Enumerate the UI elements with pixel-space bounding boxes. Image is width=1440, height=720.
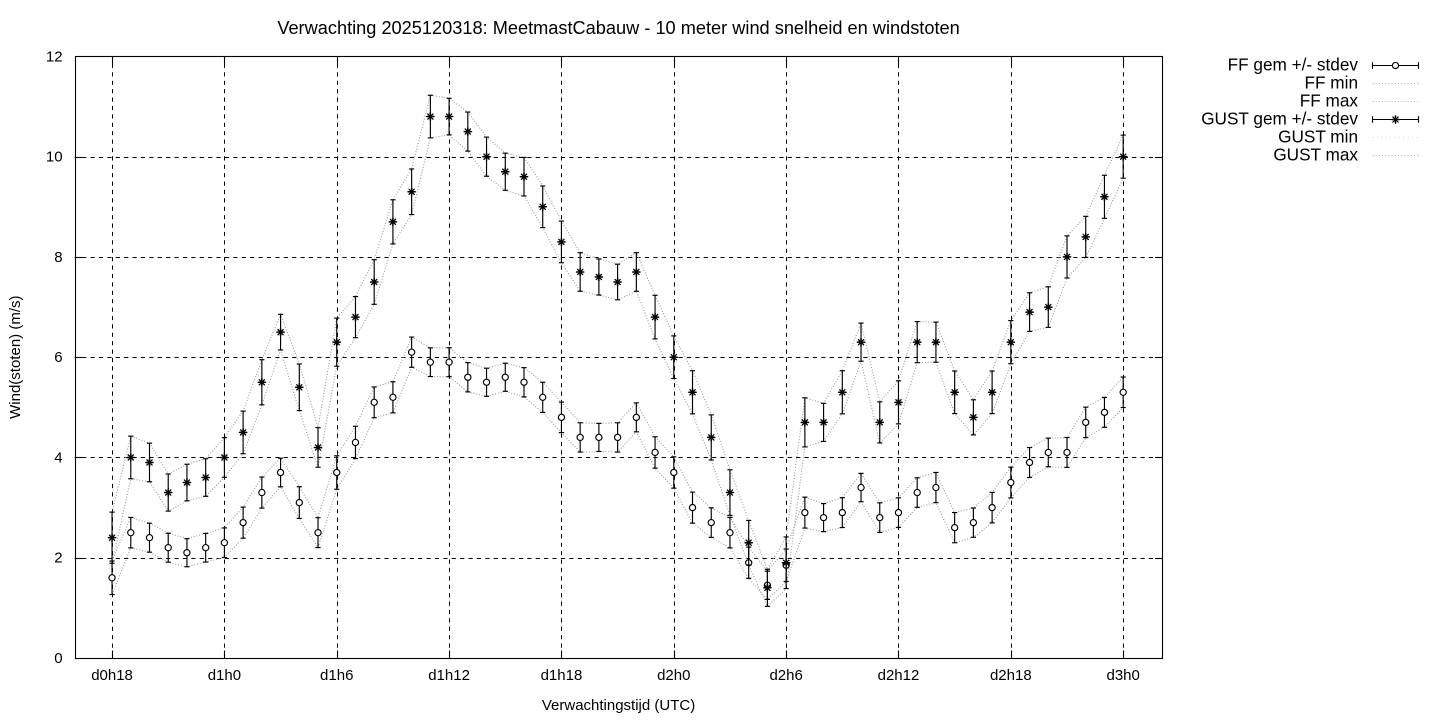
svg-text:d1h18: d1h18 — [541, 667, 583, 684]
svg-text:4: 4 — [54, 449, 62, 466]
svg-text:GUST min: GUST min — [1278, 127, 1358, 147]
svg-text:d3h0: d3h0 — [1106, 667, 1139, 684]
svg-text:FF min: FF min — [1305, 73, 1358, 93]
svg-text:d1h0: d1h0 — [208, 667, 241, 684]
svg-text:Verwachting 2025120318: Meetma: Verwachting 2025120318: MeetmastCabauw -… — [277, 18, 959, 38]
svg-text:d2h6: d2h6 — [769, 667, 802, 684]
svg-text:d2h18: d2h18 — [990, 667, 1032, 684]
svg-text:d2h12: d2h12 — [878, 667, 920, 684]
svg-text:Wind(stoten) (m/s): Wind(stoten) (m/s) — [7, 296, 24, 419]
svg-text:Verwachtingstijd (UTC): Verwachtingstijd (UTC) — [542, 697, 695, 714]
svg-text:d2h0: d2h0 — [657, 667, 690, 684]
svg-text:GUST max: GUST max — [1273, 145, 1358, 165]
svg-text:d1h6: d1h6 — [320, 667, 353, 684]
svg-text:FF gem +/- stdev: FF gem +/- stdev — [1228, 55, 1359, 75]
svg-text:12: 12 — [46, 48, 63, 65]
svg-text:FF max: FF max — [1300, 91, 1359, 111]
svg-text:10: 10 — [46, 149, 63, 166]
svg-text:8: 8 — [54, 249, 62, 266]
svg-text:2: 2 — [54, 550, 62, 567]
svg-text:d0h18: d0h18 — [91, 667, 133, 684]
svg-text:d1h12: d1h12 — [428, 667, 470, 684]
svg-text:GUST gem +/- stdev: GUST gem +/- stdev — [1201, 109, 1358, 129]
svg-text:6: 6 — [54, 349, 62, 366]
svg-text:0: 0 — [54, 650, 62, 667]
